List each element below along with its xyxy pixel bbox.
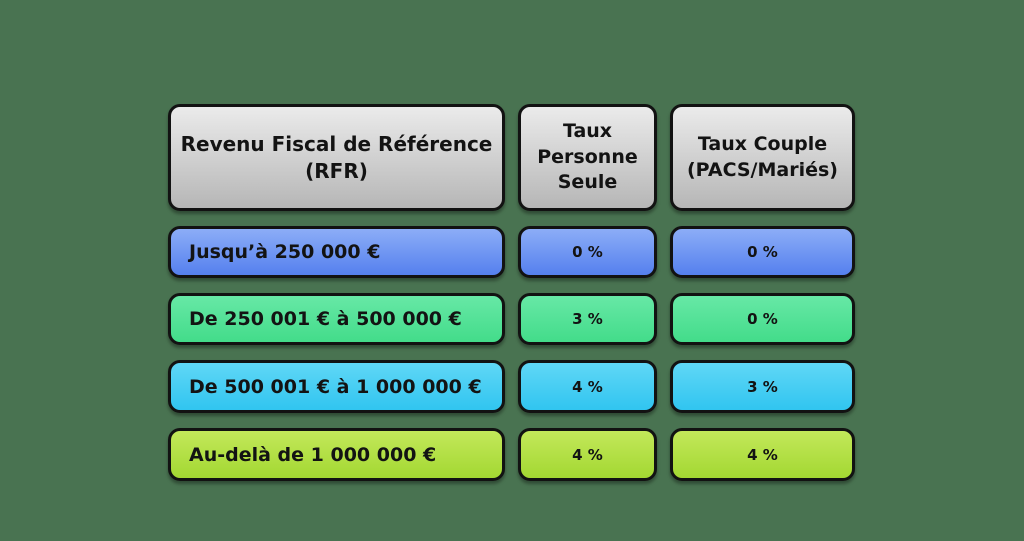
row-4-rfr-label: Au-delà de 1 000 000 € [168,428,505,481]
row-2-rfr-label: De 250 001 € à 500 000 € [168,293,505,345]
row-4-taux-couple-value: 4 % [670,428,855,481]
row-1-rfr-label: Jusqu’à 250 000 € [168,226,505,278]
row-2-taux-seule-value: 3 % [518,293,657,345]
row-2-taux-couple-value: 0 % [670,293,855,345]
row-4-taux-seule-value: 4 % [518,428,657,481]
row-3-taux-couple-value: 3 % [670,360,855,413]
row-1-taux-couple-value: 0 % [670,226,855,278]
header-taux-couple: Taux Couple (PACS/Mariés) [670,104,855,211]
row-1-taux-seule-value: 0 % [518,226,657,278]
row-3-taux-seule-value: 4 % [518,360,657,413]
header-taux-personne-seule: Taux Personne Seule [518,104,657,211]
row-3-rfr-label: De 500 001 € à 1 000 000 € [168,360,505,413]
header-rfr: Revenu Fiscal de Référence (RFR) [168,104,505,211]
tax-rate-table: Revenu Fiscal de Référence (RFR) Taux Pe… [168,104,855,481]
